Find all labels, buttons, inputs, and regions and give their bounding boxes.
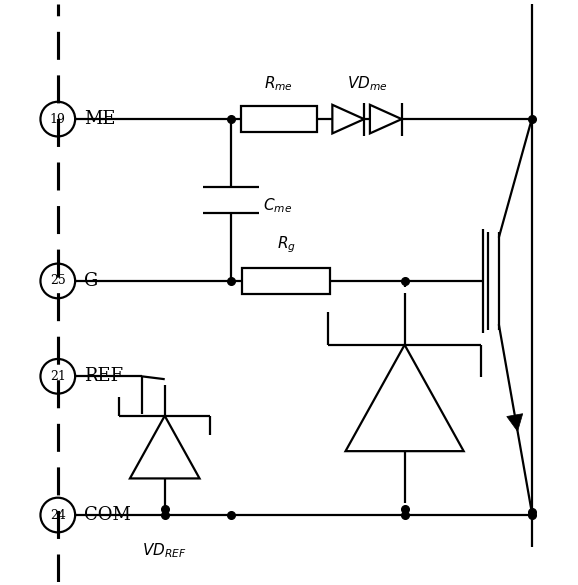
Text: 24: 24 bbox=[50, 508, 66, 522]
Text: REF: REF bbox=[84, 367, 123, 386]
Polygon shape bbox=[507, 414, 523, 431]
Polygon shape bbox=[130, 416, 199, 479]
Text: COM: COM bbox=[84, 506, 131, 524]
Text: $VD_{me}$: $VD_{me}$ bbox=[347, 74, 387, 93]
Text: $C_{me}$: $C_{me}$ bbox=[263, 197, 292, 215]
Polygon shape bbox=[346, 345, 464, 451]
Text: $R_g$: $R_g$ bbox=[277, 235, 295, 255]
Text: $VD_{REF}$: $VD_{REF}$ bbox=[142, 541, 187, 560]
Polygon shape bbox=[332, 105, 364, 133]
Text: 21: 21 bbox=[50, 370, 66, 383]
Polygon shape bbox=[370, 105, 402, 133]
Bar bbox=[240, 106, 317, 132]
Text: 25: 25 bbox=[50, 274, 66, 287]
Text: G: G bbox=[84, 272, 98, 290]
Bar bbox=[242, 269, 330, 294]
Text: $R_{me}$: $R_{me}$ bbox=[264, 74, 294, 93]
Text: 19: 19 bbox=[50, 112, 66, 126]
Text: ME: ME bbox=[84, 110, 115, 128]
